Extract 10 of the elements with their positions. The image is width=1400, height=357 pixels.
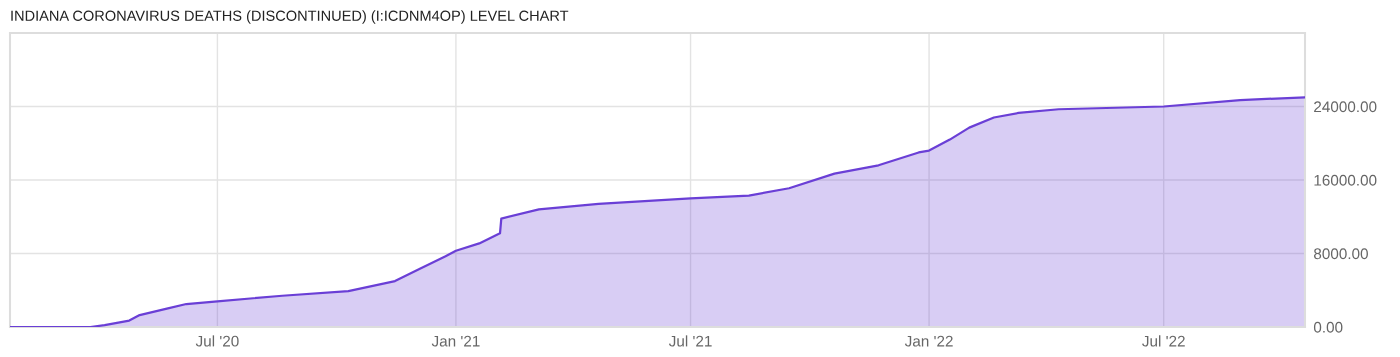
x-tick-label: Jan '22 bbox=[904, 335, 953, 347]
y-tick-label: 0.00 bbox=[1313, 321, 1343, 333]
x-tick-label: Jul '20 bbox=[195, 335, 239, 347]
x-tick-label: Jul '22 bbox=[1142, 335, 1185, 347]
chart-title: INDIANA CORONAVIRUS DEATHS (DISCONTINUED) (I:ICDNM4OP) LEVEL CHART bbox=[11, 10, 569, 24]
x-tick-label: Jan '21 bbox=[431, 335, 480, 347]
y-tick-label: 24000.00 bbox=[1314, 101, 1377, 113]
y-tick-label: 16000.00 bbox=[1314, 174, 1377, 186]
y-tick-label: 8000.00 bbox=[1314, 248, 1368, 260]
x-tick-label: Jul '21 bbox=[668, 335, 712, 347]
